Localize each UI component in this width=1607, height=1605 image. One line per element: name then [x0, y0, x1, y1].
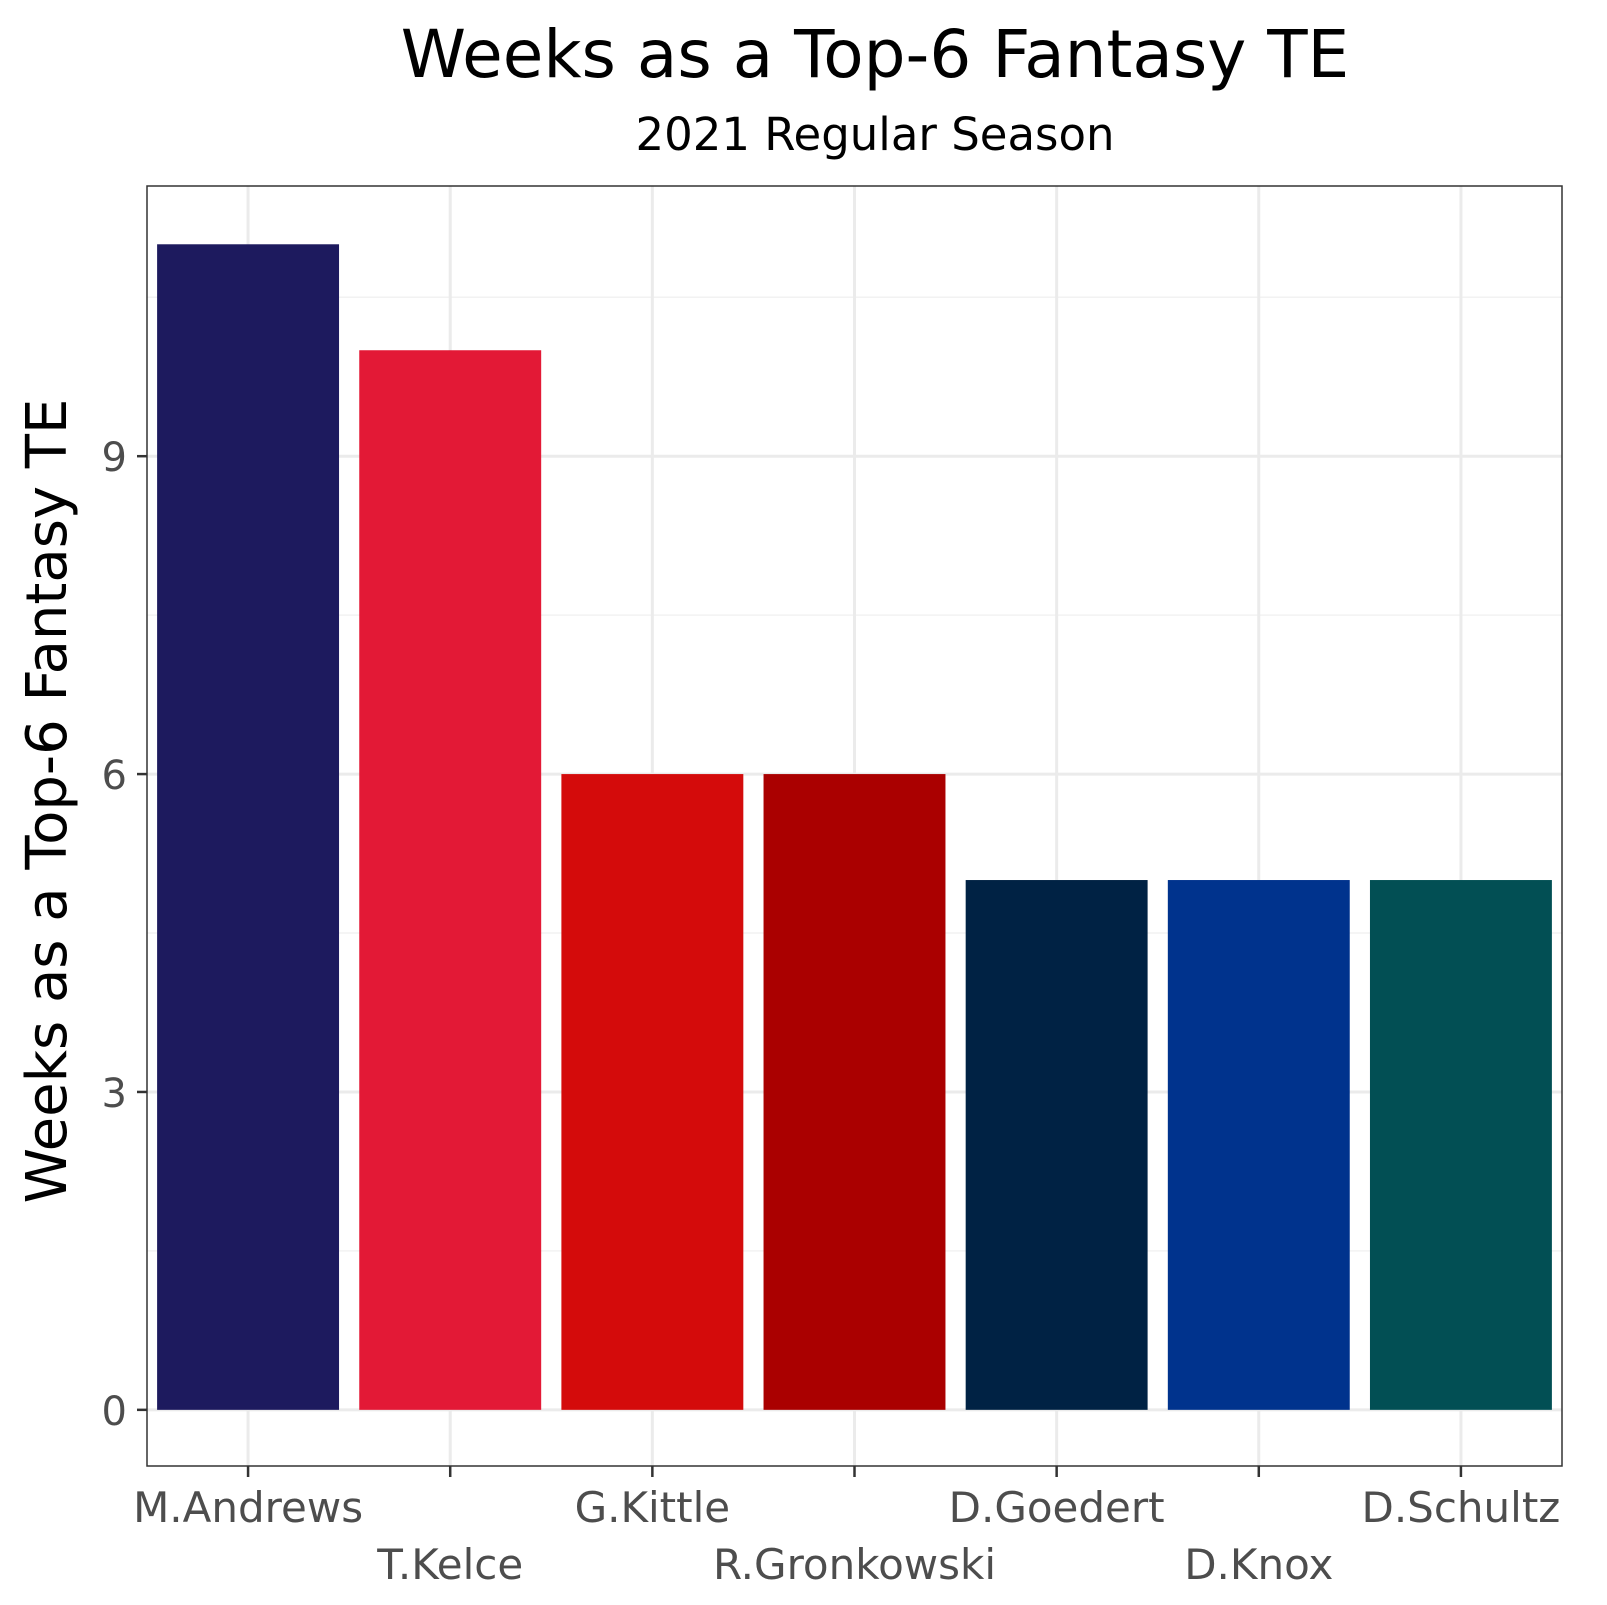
- bars: [157, 244, 1552, 1410]
- x-tick-label: R.Gronkowski: [713, 1540, 996, 1589]
- bar: [157, 244, 340, 1410]
- chart-title: Weeks as a Top-6 Fantasy TE: [401, 16, 1350, 93]
- x-tick-label: T.Kelce: [376, 1540, 523, 1589]
- x-axis: M.Andrews T.Kelce G.Kittle R.Gronkowski D.Go…: [133, 1466, 1560, 1589]
- bar: [359, 350, 542, 1410]
- chart-subtitle: 2021 Regular Season: [635, 108, 1114, 161]
- y-tick-label: 6: [102, 753, 127, 799]
- bar: [1369, 880, 1552, 1410]
- x-tick-label: D.Goedert: [949, 1483, 1165, 1532]
- y-axis-label: Weeks as a Top-6 Fantasy TE: [15, 399, 80, 1204]
- bar: [1167, 880, 1350, 1410]
- bar: [763, 774, 946, 1410]
- bar: [965, 880, 1148, 1410]
- x-tick-label: M.Andrews: [133, 1483, 363, 1532]
- y-tick-label: 9: [102, 435, 127, 481]
- x-tick-label: G.Kittle: [575, 1483, 731, 1532]
- bar: [561, 774, 744, 1410]
- x-tick-label: D.Knox: [1184, 1540, 1333, 1589]
- y-tick-label: 0: [102, 1389, 127, 1435]
- y-tick-label: 3: [102, 1071, 127, 1117]
- y-axis: 0 3 6 9: [102, 435, 147, 1435]
- x-tick-label: D.Schultz: [1361, 1483, 1560, 1532]
